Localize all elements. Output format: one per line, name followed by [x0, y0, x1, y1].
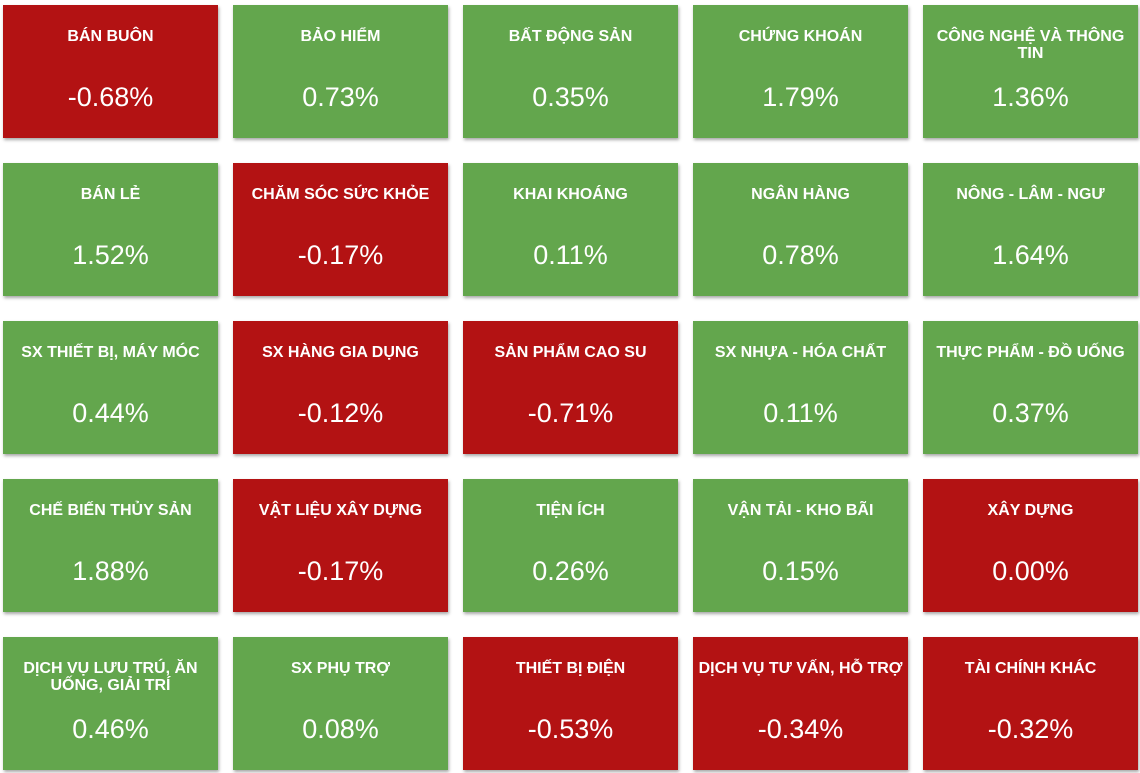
sector-name: DỊCH VỤ TƯ VẤN, HỖ TRỢ [698, 660, 903, 677]
sector-name: BÁN BUÔN [67, 28, 154, 45]
sector-name: VẬT LIỆU XÂY DỰNG [258, 502, 423, 519]
sector-name: SX PHỤ TRỢ [291, 660, 390, 677]
sector-tile[interactable]: SẢN PHẨM CAO SU -0.71% [463, 321, 678, 454]
sector-change: -0.17% [297, 240, 384, 270]
sector-name: XÂY DỰNG [987, 502, 1074, 519]
sector-name: SẢN PHẨM CAO SU [494, 344, 647, 361]
sector-name: BẢO HIỂM [300, 28, 381, 45]
sector-change: 0.44% [72, 398, 149, 428]
sector-tile[interactable]: DỊCH VỤ LƯU TRÚ, ĂN UỐNG, GIẢI TRÍ 0.46% [3, 637, 218, 770]
sector-change: 0.11% [763, 398, 838, 428]
sector-change: 0.15% [762, 556, 839, 586]
sector-tile[interactable]: TIỆN ÍCH 0.26% [463, 479, 678, 612]
sector-tile[interactable]: CHỨNG KHOÁN 1.79% [693, 5, 908, 138]
sector-change: 1.64% [992, 240, 1069, 270]
sector-tile[interactable]: VẬT LIỆU XÂY DỰNG -0.17% [233, 479, 448, 612]
sector-change: -0.71% [527, 398, 614, 428]
sector-change: 1.52% [72, 240, 149, 270]
sector-name: SX NHỰA - HÓA CHẤT [714, 344, 887, 361]
sector-name: KHAI KHOÁNG [513, 186, 628, 203]
sector-tile[interactable]: BÁN BUÔN -0.68% [3, 5, 218, 138]
sector-tile[interactable]: KHAI KHOÁNG 0.11% [463, 163, 678, 296]
sector-name: DỊCH VỤ LƯU TRÚ, ĂN UỐNG, GIẢI TRÍ [23, 660, 198, 694]
sector-name: BẤT ĐỘNG SẢN [508, 28, 633, 45]
sector-tile[interactable]: CÔNG NGHỆ VÀ THÔNG TIN 1.36% [923, 5, 1138, 138]
sector-tile[interactable]: NGÂN HÀNG 0.78% [693, 163, 908, 296]
sector-tile[interactable]: VẬN TẢI - KHO BÃI 0.15% [693, 479, 908, 612]
sector-tile[interactable]: TÀI CHÍNH KHÁC -0.32% [923, 637, 1138, 770]
sector-tile[interactable]: BÁN LẺ 1.52% [3, 163, 218, 296]
sector-tile[interactable]: CHĂM SÓC SỨC KHỎE -0.17% [233, 163, 448, 296]
sector-name: SX HÀNG GIA DỤNG [262, 344, 419, 361]
sector-name: CHẾ BIẾN THỦY SẢN [29, 502, 192, 519]
sector-change: 0.73% [302, 82, 379, 112]
sector-name: BÁN LẺ [80, 186, 141, 203]
sector-change: -0.53% [527, 714, 614, 744]
sector-tile[interactable]: BẤT ĐỘNG SẢN 0.35% [463, 5, 678, 138]
sector-change: -0.32% [987, 714, 1074, 744]
sector-change: -0.68% [67, 82, 154, 112]
sector-change: 0.00% [992, 556, 1069, 586]
sector-name: NÔNG - LÂM - NGƯ [956, 186, 1105, 203]
sector-tile[interactable]: BẢO HIỂM 0.73% [233, 5, 448, 138]
sector-tile[interactable]: SX PHỤ TRỢ 0.08% [233, 637, 448, 770]
sector-change: 0.08% [302, 714, 379, 744]
sector-tile[interactable]: SX NHỰA - HÓA CHẤT 0.11% [693, 321, 908, 454]
sector-tile[interactable]: XÂY DỰNG 0.00% [923, 479, 1138, 612]
sector-heatmap-grid: BÁN BUÔN -0.68% BẢO HIỂM 0.73% BẤT ĐỘNG … [3, 5, 1138, 770]
sector-change: 0.46% [72, 714, 149, 744]
sector-change: 1.36% [992, 82, 1069, 112]
sector-name: CHĂM SÓC SỨC KHỎE [251, 186, 430, 203]
sector-change: 0.78% [762, 240, 839, 270]
sector-name: CHỨNG KHOÁN [738, 28, 863, 45]
sector-name: TÀI CHÍNH KHÁC [964, 660, 1097, 677]
sector-name: TIỆN ÍCH [536, 502, 605, 519]
sector-change: -0.34% [757, 714, 844, 744]
sector-change: -0.17% [297, 556, 384, 586]
sector-change: 0.37% [992, 398, 1069, 428]
sector-tile[interactable]: DỊCH VỤ TƯ VẤN, HỖ TRỢ -0.34% [693, 637, 908, 770]
sector-change: 0.11% [533, 240, 608, 270]
sector-tile[interactable]: SX HÀNG GIA DỤNG -0.12% [233, 321, 448, 454]
sector-tile[interactable]: THỰC PHẨM - ĐỒ UỐNG 0.37% [923, 321, 1138, 454]
sector-name: NGÂN HÀNG [751, 186, 850, 203]
sector-name: CÔNG NGHỆ VÀ THÔNG TIN [936, 28, 1125, 62]
sector-tile[interactable]: CHẾ BIẾN THỦY SẢN 1.88% [3, 479, 218, 612]
sector-name: VẬN TẢI - KHO BÃI [727, 502, 874, 519]
sector-change: 1.79% [762, 82, 839, 112]
sector-name: SX THIẾT BỊ, MÁY MÓC [21, 344, 200, 361]
sector-tile[interactable]: NÔNG - LÂM - NGƯ 1.64% [923, 163, 1138, 296]
sector-change: -0.12% [297, 398, 384, 428]
sector-tile[interactable]: THIẾT BỊ ĐIỆN -0.53% [463, 637, 678, 770]
sector-change: 1.88% [72, 556, 149, 586]
sector-change: 0.35% [532, 82, 609, 112]
sector-tile[interactable]: SX THIẾT BỊ, MÁY MÓC 0.44% [3, 321, 218, 454]
sector-name: THIẾT BỊ ĐIỆN [515, 660, 626, 677]
sector-name: THỰC PHẨM - ĐỒ UỐNG [936, 344, 1125, 361]
sector-change: 0.26% [532, 556, 609, 586]
